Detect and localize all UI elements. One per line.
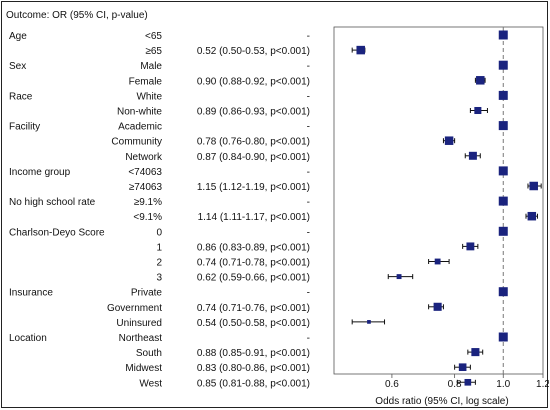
estimate-marker	[458, 363, 467, 372]
level-label: Private	[131, 288, 163, 299]
level-label: Non-white	[117, 107, 162, 118]
level-label: <74063	[128, 167, 162, 178]
estimate-marker	[471, 348, 480, 357]
estimate-text: -	[307, 197, 310, 208]
level-label: Network	[125, 152, 163, 163]
reference-marker	[498, 166, 508, 176]
level-label: Male	[140, 61, 162, 72]
estimate-marker	[434, 258, 441, 265]
estimate-text: -	[307, 31, 310, 42]
reference-marker	[498, 90, 508, 100]
group-label: Charlson-Deyo Score	[9, 227, 105, 238]
level-label: Northeast	[119, 333, 163, 344]
group-label: Age	[9, 31, 27, 42]
reference-marker	[498, 121, 508, 131]
reference-marker	[498, 60, 508, 70]
estimate-text: -	[307, 122, 310, 133]
group-label: Sex	[9, 61, 26, 72]
estimate-text: 0.89 (0.86-0.93, p<0.001)	[197, 107, 310, 118]
estimate-marker	[527, 211, 537, 221]
group-label: Location	[9, 333, 47, 344]
reference-marker	[498, 30, 508, 40]
reference-marker	[498, 287, 508, 297]
estimate-marker	[466, 242, 475, 251]
level-label: 1	[156, 242, 162, 253]
group-label: Facility	[9, 122, 40, 133]
estimate-text: -	[307, 61, 310, 72]
level-label: <65	[145, 31, 162, 42]
estimate-marker	[529, 181, 538, 191]
estimate-marker	[444, 136, 454, 145]
x-axis-label: Odds ratio (95% CI, log scale)	[375, 396, 508, 407]
estimate-text: 0.83 (0.80-0.86, p<0.001)	[197, 363, 310, 374]
estimate-text: 0.74 (0.71-0.76, p<0.001)	[197, 303, 310, 314]
level-label: South	[136, 348, 162, 359]
x-tick-label: 1.0	[496, 379, 510, 390]
estimate-text: 1.14 (1.11-1.17, p<0.001)	[198, 212, 310, 223]
x-tick-label: 1.2	[536, 379, 549, 390]
level-label: Female	[129, 76, 163, 87]
level-label: ≥74063	[129, 182, 163, 193]
estimate-text: -	[307, 167, 310, 178]
reference-marker	[498, 226, 508, 236]
estimate-text: -	[307, 288, 310, 299]
estimate-text: 0.62 (0.59-0.66, p<0.001)	[197, 273, 310, 284]
chart-marks	[333, 26, 544, 386]
x-tick-label: 0.8	[448, 379, 462, 390]
estimate-text: 0.85 (0.81-0.88, p<0.001)	[197, 378, 310, 389]
level-label: Midwest	[125, 363, 162, 374]
estimate-marker	[468, 151, 477, 160]
group-label: Insurance	[9, 288, 53, 299]
estimate-text: 0.52 (0.50-0.53, p<0.001)	[197, 46, 310, 57]
table-rows: Age <65 - ≥65 0.52 (0.50-0.53, p<0.001) Sex Ma…	[9, 31, 310, 389]
estimate-text: -	[307, 227, 310, 238]
estimate-text: 0.87 (0.84-0.90, p<0.001)	[197, 152, 310, 163]
plot-area-border	[333, 26, 544, 375]
estimate-text: 0.86 (0.83-0.89, p<0.001)	[197, 242, 310, 253]
estimate-marker	[356, 45, 365, 55]
x-tick-label: 0.6	[385, 379, 399, 390]
level-label: 0	[156, 227, 162, 238]
estimate-marker	[433, 302, 442, 311]
group-label: No high school rate	[9, 197, 96, 208]
level-label: Academic	[118, 122, 162, 133]
estimate-text: 1.15 (1.12-1.19, p<0.001)	[197, 182, 310, 193]
level-label: Government	[107, 303, 162, 314]
estimate-text: 0.74 (0.71-0.78, p<0.001)	[197, 258, 310, 269]
reference-marker	[498, 196, 508, 206]
group-label: Race	[9, 91, 33, 102]
level-label: 2	[156, 258, 162, 269]
table-header: Outcome: OR (95% CI, p-value)	[6, 10, 148, 21]
level-label: Community	[111, 137, 162, 148]
estimate-marker	[474, 106, 482, 115]
level-label: Uninsured	[116, 318, 162, 329]
estimate-text: 0.88 (0.85-0.91, p<0.001)	[197, 348, 310, 359]
estimate-text: 0.90 (0.88-0.92, p<0.001)	[197, 76, 310, 87]
estimate-marker	[367, 320, 371, 324]
estimate-text: -	[307, 91, 310, 102]
level-label: ≥65	[145, 46, 162, 57]
estimate-marker	[396, 274, 402, 280]
level-label: West	[139, 378, 162, 389]
level-label: 3	[156, 273, 162, 284]
estimate-text: -	[307, 333, 310, 344]
estimate-text: 0.54 (0.50-0.58, p<0.001)	[197, 318, 310, 329]
x-axis: 0.6 0.8 1.0 1.2	[385, 374, 549, 390]
estimate-text: 0.78 (0.76-0.80, p<0.001)	[197, 137, 310, 148]
estimate-marker	[476, 76, 485, 85]
level-label: White	[136, 91, 162, 102]
level-label: <9.1%	[133, 212, 162, 223]
reference-marker	[498, 332, 508, 342]
estimate-marker	[464, 378, 472, 386]
group-label: Income group	[9, 167, 71, 178]
level-label: ≥9.1%	[134, 197, 162, 208]
